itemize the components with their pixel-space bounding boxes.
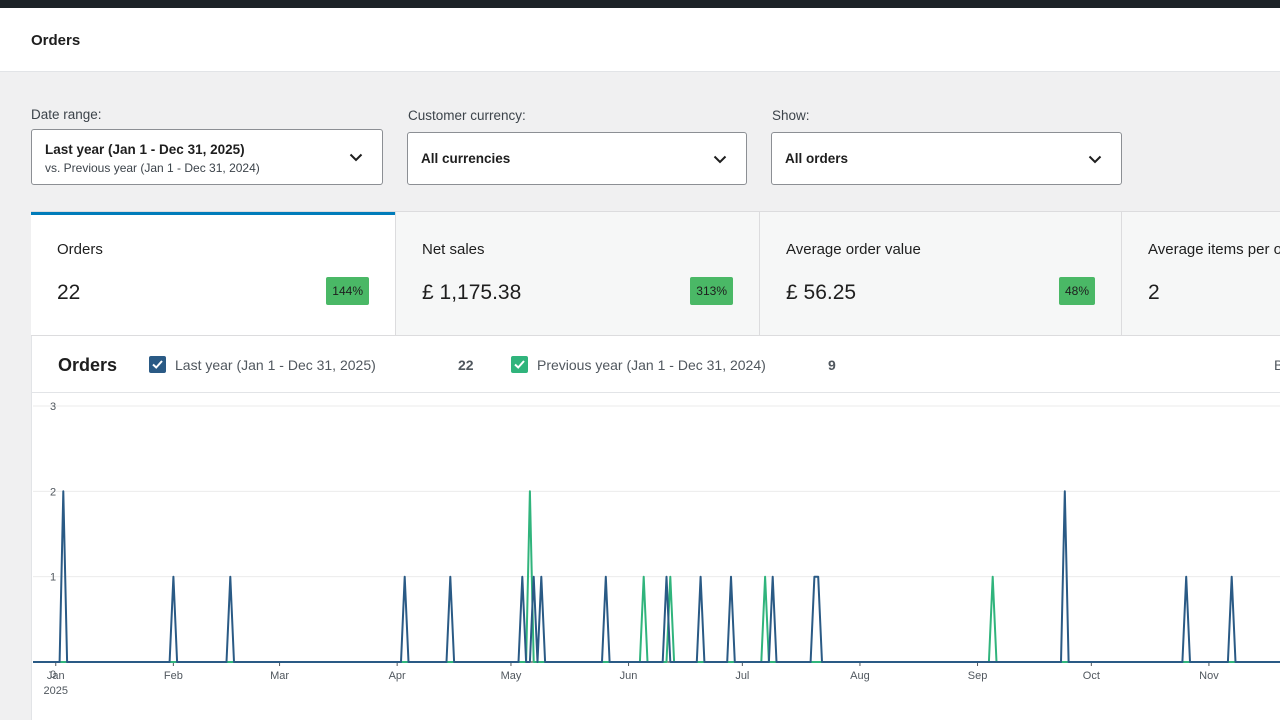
tile-value: 2	[1148, 281, 1160, 304]
orders-line-chart: 0 1 2 3 Jan 2025 Feb Mar Apr May Jun Jul Aug Sep Oct N…	[33, 401, 1280, 697]
y-tick-label: 3	[50, 401, 56, 413]
chart-option-truncated: B	[1274, 357, 1280, 373]
currency-select[interactable]: All currencies	[407, 132, 747, 185]
currency-value: All currencies	[421, 151, 511, 166]
legend-label: Previous year (Jan 1 - Dec 31, 2024)	[537, 357, 766, 373]
tile-label: Average order value	[786, 241, 921, 258]
x-tick-label: Mar	[270, 670, 289, 682]
tile-value: £ 56.25	[786, 281, 857, 304]
legend-checkbox[interactable]	[149, 356, 166, 373]
legend-label: Last year (Jan 1 - Dec 31, 2025)	[175, 357, 376, 373]
delta-badge: 313%	[690, 277, 733, 305]
tile-average-order-value[interactable]: Average order value £ 56.25 48%	[760, 212, 1122, 335]
tile-label: Average items per order	[1148, 241, 1280, 258]
show-value: All orders	[785, 151, 849, 166]
chart-grid	[33, 405, 1280, 663]
tile-label: Orders	[57, 241, 103, 258]
x-tick-label: Feb	[164, 670, 183, 682]
tile-net-sales[interactable]: Net sales £ 1,175.38 313%	[396, 212, 760, 335]
page-title: Orders	[31, 32, 81, 49]
legend-checkbox[interactable]	[511, 356, 528, 373]
chart-card: Orders Last year (Jan 1 - Dec 31, 2025) …	[31, 336, 1280, 720]
currency-label: Customer currency:	[408, 108, 526, 123]
x-tick-label: Apr	[389, 670, 406, 682]
tile-orders[interactable]: Orders 22 144%	[31, 212, 396, 335]
show-label: Show:	[772, 108, 810, 123]
x-axis: Jan 2025 Feb Mar Apr May Jun Jul Aug Sep Oct Nov	[44, 662, 1219, 697]
y-axis: 0 1 2 3	[50, 401, 56, 681]
x-tick-label: Sep	[968, 670, 988, 682]
page-header: Orders	[0, 8, 1280, 72]
chevron-down-icon	[713, 155, 727, 163]
date-range-label: Date range:	[31, 107, 102, 122]
delta-badge: 144%	[326, 277, 369, 305]
summary-tiles: Orders 22 144% Net sales £ 1,175.38 313%…	[31, 211, 1280, 336]
date-range-select[interactable]: Last year (Jan 1 - Dec 31, 2025) vs. Pre…	[31, 129, 383, 185]
admin-top-bar	[0, 0, 1280, 8]
checkmark-icon	[152, 360, 163, 369]
tile-value: £ 1,175.38	[422, 281, 522, 304]
x-tick-label: Nov	[1199, 670, 1219, 682]
y-tick-label: 1	[50, 572, 56, 584]
chevron-down-icon	[1088, 155, 1102, 163]
legend-total-secondary: 9	[828, 357, 836, 373]
x-tick-label: Jan	[47, 670, 65, 682]
chart-series	[33, 490, 1280, 663]
legend-primary[interactable]: Last year (Jan 1 - Dec 31, 2025)	[149, 356, 449, 374]
chart-header: Orders Last year (Jan 1 - Dec 31, 2025) …	[32, 336, 1280, 393]
legend-total-primary: 22	[458, 357, 474, 373]
x-tick-label: May	[501, 670, 522, 682]
date-range-compare: vs. Previous year (Jan 1 - Dec 31, 2024)	[45, 161, 260, 175]
x-tick-label: Jun	[620, 670, 638, 682]
legend-secondary[interactable]: Previous year (Jan 1 - Dec 31, 2024)	[511, 356, 811, 374]
tile-average-items-per-order[interactable]: Average items per order 2	[1122, 212, 1280, 335]
tile-value: 22	[57, 281, 81, 304]
chevron-down-icon	[349, 153, 363, 162]
x-tick-label: Oct	[1083, 670, 1100, 682]
y-tick-label: 0	[50, 669, 56, 681]
date-range-value: Last year (Jan 1 - Dec 31, 2025)	[45, 142, 245, 157]
delta-badge: 48%	[1058, 277, 1095, 305]
show-select[interactable]: All orders	[771, 132, 1122, 185]
x-tick-sublabel: 2025	[44, 685, 68, 697]
chart-title: Orders	[58, 355, 118, 375]
series-line-last-year	[33, 490, 1280, 663]
x-tick-label: Aug	[850, 670, 870, 682]
y-tick-label: 2	[50, 486, 56, 498]
checkmark-icon	[514, 360, 525, 369]
tile-label: Net sales	[422, 241, 485, 258]
x-tick-label: Jul	[735, 670, 749, 682]
